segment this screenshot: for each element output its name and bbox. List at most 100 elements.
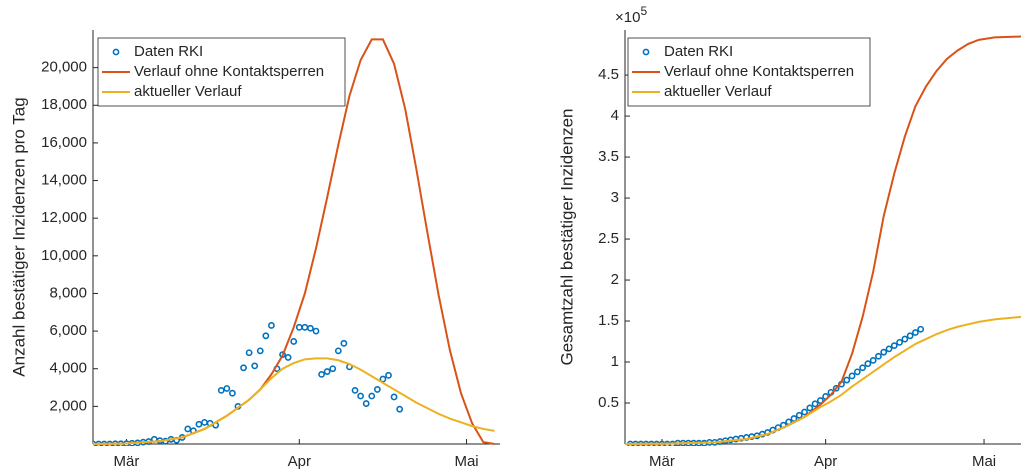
legend: Daten RKI Verlauf ohne Kontaktsperren aktu… [627,37,871,107]
x-tick-label: Mai [972,453,996,470]
axis-multiplier: ×105 [615,4,647,26]
data-point [848,372,856,380]
data-point [240,364,247,372]
data-point [351,386,359,394]
data-point [896,338,903,346]
data-point [312,327,320,335]
data-point [223,385,231,392]
data-point [323,368,331,375]
y-tick-label: 2,000 [49,397,87,414]
legend-label: aktueller Verlauf [664,83,772,100]
data-point [334,347,342,355]
data-point [368,392,376,400]
multiplier-exponent: 5 [640,4,647,18]
axes: 0.5 1 1.5 2 2.5 3 3.5 4 4.5 Mär Apr Mai Gesamtzahl b… [557,4,1021,470]
data-point [268,322,275,329]
data-point [885,345,893,353]
data-point [362,400,370,407]
y-tick-label: 10,000 [41,247,87,264]
y-axis-label: Anzahl bestätiger Inzidenzen pro Tag [9,97,28,376]
y-tick-label: 4.5 [598,66,619,83]
data-point [906,332,914,340]
data-point [262,332,270,340]
y-tick-label: 6,000 [49,322,87,339]
plot-area [625,35,1021,446]
y-tick-label: 4,000 [49,360,87,377]
y-axis-label: Gesamtzahl bestätiger Inzidenzen [557,108,576,365]
data-point [318,370,325,378]
data-point [859,364,866,372]
data-point [228,389,236,397]
data-point [816,397,824,404]
multiplier-base: ×10 [615,9,640,26]
data-point [843,376,851,384]
data-point [340,339,348,347]
data-point [373,386,381,393]
y-tick-label: 1 [611,353,619,370]
data-point [901,335,909,343]
data-point [811,400,819,408]
x-tick-label: Mär [114,453,140,470]
data-point [390,393,398,401]
data-point [385,371,392,379]
y-tick-label: 16,000 [41,134,87,151]
y-tick-label: 2.5 [598,230,619,247]
y-tick-label: 18,000 [41,96,87,113]
data-point [917,325,925,333]
legend-label: Daten RKI [664,43,733,60]
data-point [251,362,259,370]
data-point [295,323,303,331]
legend-label: Daten RKI [134,43,203,60]
x-tick-label: Apr [288,453,311,470]
data-point [795,411,803,419]
x-tick-label: Mär [649,453,675,470]
data-point [307,324,314,332]
legend-box [627,37,871,107]
data-point [912,329,919,336]
y-tick-label: 20,000 [41,59,87,76]
axes: 2,000 4,000 6,000 8,000 10,000 12,000 14,000 16… [9,30,500,470]
x-tick-label: Apr [814,453,837,470]
legend-label: aktueller Verlauf [134,83,242,100]
data-point [357,392,365,400]
data-point [256,347,264,355]
data-point [801,408,808,416]
plot-area [93,38,495,446]
y-tick-label: 4 [611,107,619,124]
data-point [869,356,877,364]
legend: Daten RKI Verlauf ohne Kontaktsperren aktu… [97,37,346,107]
data-point [853,368,861,376]
data-point [245,349,253,357]
data-point [396,405,404,413]
data-point [329,365,337,373]
data-point [890,342,898,350]
y-tick-label: 12,000 [41,209,87,226]
data-point [301,323,309,331]
data-point [201,418,208,426]
legend-box [97,37,346,107]
legend-label: Verlauf ohne Kontaktsperren [134,63,324,80]
data-point [875,352,882,360]
data-point [806,404,814,412]
data-point [290,338,298,345]
data-point [184,425,192,433]
legend-label: Verlauf ohne Kontaktsperren [664,63,854,80]
data-point [195,420,203,428]
y-tick-label: 1.5 [598,312,619,329]
data-point [284,354,292,361]
legend-marker [112,48,120,56]
legend-marker [642,48,650,56]
y-tick-label: 2 [611,271,619,288]
x-tick-label: Mai [454,453,478,470]
data-point [880,348,888,356]
data-point [217,386,225,394]
y-tick-label: 0.5 [598,394,619,411]
data-point [864,360,872,368]
line-series [93,357,495,445]
data-point [790,415,798,422]
y-tick-label: 3.5 [598,148,619,165]
y-tick-label: 3 [611,189,619,206]
y-tick-label: 8,000 [49,284,87,301]
line-series [625,315,1021,445]
